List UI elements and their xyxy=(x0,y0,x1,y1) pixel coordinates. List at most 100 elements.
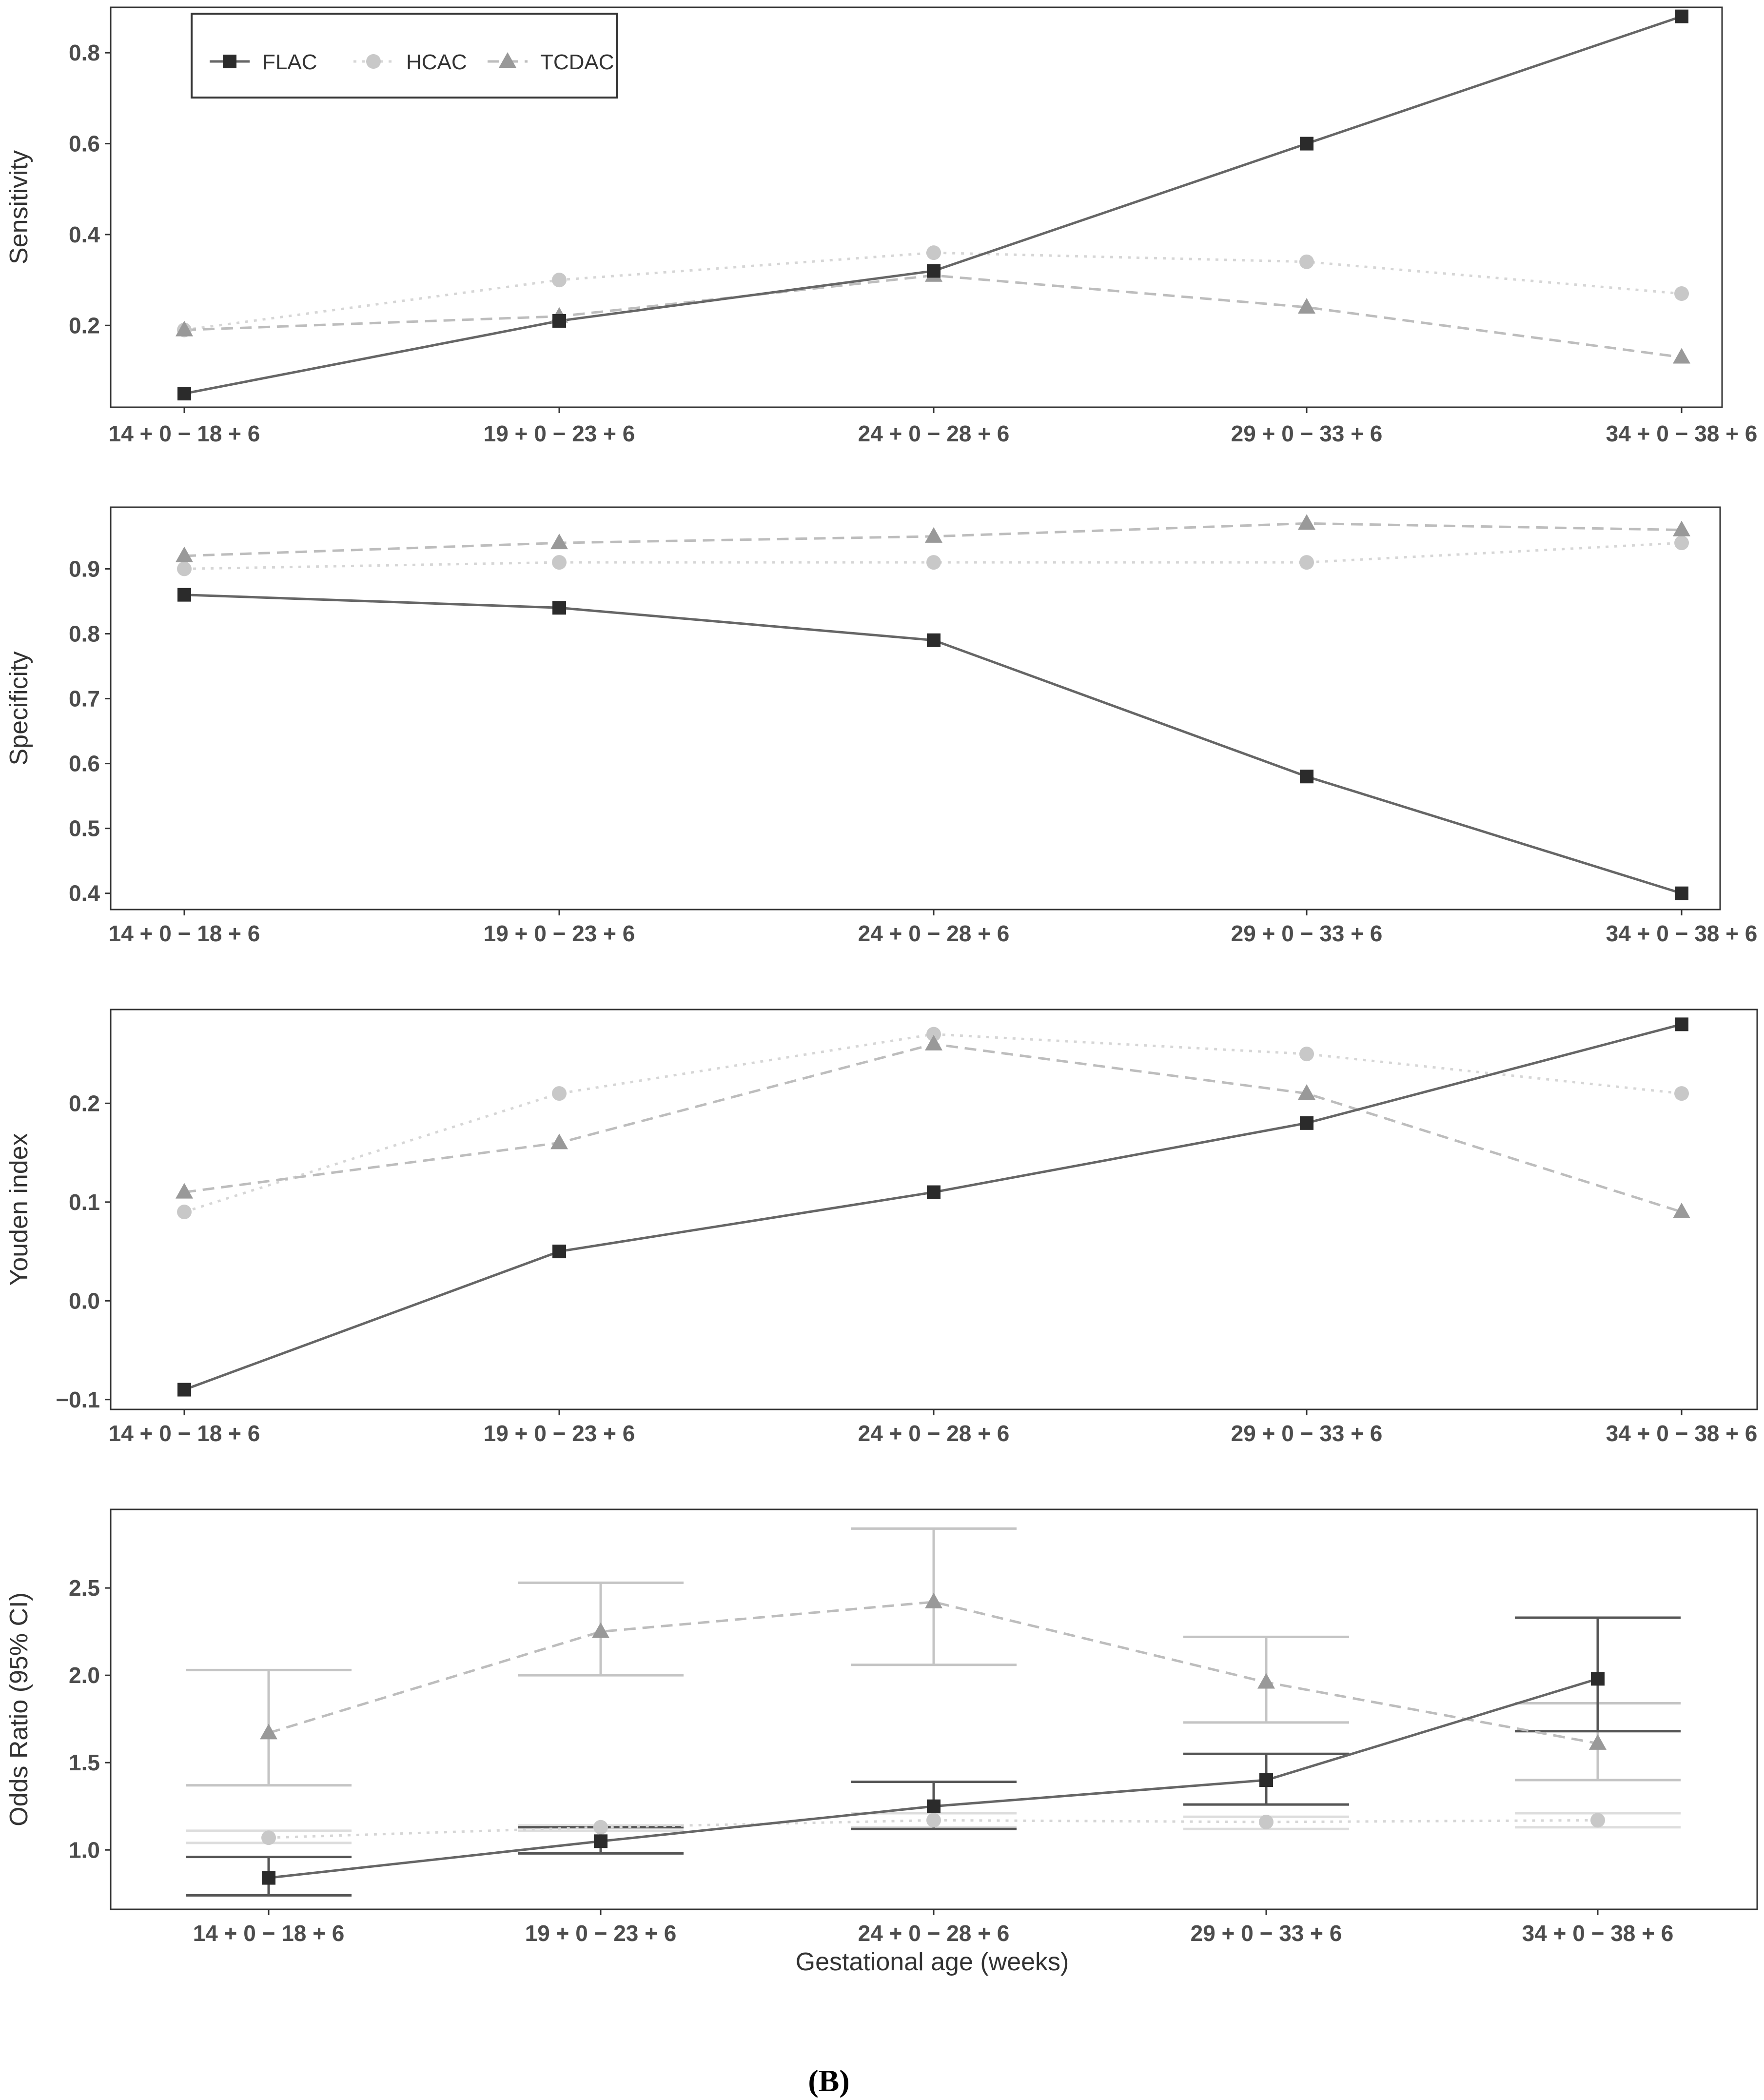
x-tick-label: 19 + 0 − 23 + 6 xyxy=(484,421,635,446)
data-point-hcac xyxy=(1259,1814,1274,1829)
y-axis-title: Sensitivity xyxy=(5,150,33,264)
data-point-flac xyxy=(1675,1017,1688,1031)
legend-item-flac: FLAC xyxy=(210,50,317,74)
data-point-tcdac xyxy=(1257,1673,1275,1689)
x-tick-label: 34 + 0 − 38 + 6 xyxy=(1522,1921,1674,1946)
data-point-flac xyxy=(1675,9,1688,23)
x-tick-label: 19 + 0 − 23 + 6 xyxy=(484,1421,635,1446)
data-point-tcdac xyxy=(1298,514,1315,530)
legend-box xyxy=(191,13,618,99)
x-tick-label: 29 + 0 − 33 + 6 xyxy=(1231,921,1383,946)
data-point-hcac xyxy=(1674,535,1689,551)
chart-panel-2: 0.4 0.5 0.6 0.7 0.8 0.9 14 + 0 − 18 + 6 19 + 0 … xyxy=(5,506,1757,946)
series-line-hcac xyxy=(268,1819,1598,1839)
data-point-flac xyxy=(1259,1773,1273,1787)
y-tick-label: 0.6 xyxy=(69,751,100,776)
data-point-tcdac xyxy=(176,546,193,562)
y-tick-label: 1.5 xyxy=(69,1750,100,1775)
y-tick-label: −0.1 xyxy=(56,1387,100,1412)
y-tick-label: 0.7 xyxy=(69,686,100,712)
y-tick-label: 0.4 xyxy=(69,881,100,906)
y-tick-label: 0.0 xyxy=(69,1288,100,1313)
y-axis-title: Youden index xyxy=(5,1133,33,1286)
data-point-flac xyxy=(552,601,566,615)
legend-label: FLAC xyxy=(262,50,317,74)
y-tick-label: 0.8 xyxy=(69,621,100,646)
data-point-hcac xyxy=(926,245,941,260)
data-point-hcac xyxy=(1674,1086,1689,1101)
x-tick-label: 24 + 0 − 28 + 6 xyxy=(858,421,1010,446)
data-point-flac xyxy=(177,387,191,401)
legend-marker xyxy=(499,52,516,68)
data-point-hcac xyxy=(552,1086,567,1101)
legend: FLAC HCAC TCDAC xyxy=(191,13,618,99)
data-point-flac xyxy=(552,1245,566,1259)
data-point-hcac xyxy=(1299,254,1314,269)
data-point-hcac xyxy=(177,561,192,576)
x-tick-label: 14 + 0 − 18 + 6 xyxy=(109,1421,260,1446)
x-tick-label: 19 + 0 − 23 + 6 xyxy=(525,1921,677,1946)
legend-label: HCAC xyxy=(406,50,467,74)
legend-marker xyxy=(366,54,381,69)
data-point-flac xyxy=(1675,886,1688,900)
x-tick-label: 14 + 0 − 18 + 6 xyxy=(193,1921,345,1946)
x-tick-label: 29 + 0 − 33 + 6 xyxy=(1231,421,1383,446)
y-tick-label: 0.4 xyxy=(69,222,100,247)
data-point-tcdac xyxy=(592,1622,609,1638)
y-tick-label: 0.8 xyxy=(69,40,100,65)
chart-panels: 0.2 0.4 0.6 0.8 14 + 0 − 18 + 6 19 + 0 − 23 +… xyxy=(5,6,1758,1946)
data-point-hcac xyxy=(1299,555,1314,570)
x-tick-label: 29 + 0 − 33 + 6 xyxy=(1231,1421,1383,1446)
data-point-flac xyxy=(552,314,566,328)
x-tick-label: 29 + 0 − 33 + 6 xyxy=(1191,1921,1342,1946)
data-point-tcdac xyxy=(176,320,193,337)
y-axis-title: Specificity xyxy=(5,651,33,765)
x-tick-label: 34 + 0 − 38 + 6 xyxy=(1606,421,1758,446)
data-point-hcac xyxy=(552,273,567,288)
x-tick-label: 24 + 0 − 28 + 6 xyxy=(858,1421,1010,1446)
data-point-tcdac xyxy=(1673,348,1690,364)
x-tick-label: 24 + 0 − 28 + 6 xyxy=(858,1921,1010,1946)
data-point-tcdac xyxy=(550,534,568,550)
data-point-flac xyxy=(594,1834,608,1848)
chart-panel-4: 1.0 1.5 2.0 2.5 14 + 0 − 18 + 6 19 + 0 − 23 +… xyxy=(5,1508,1758,1946)
data-point-tcdac xyxy=(550,1133,568,1149)
data-point-hcac xyxy=(552,555,567,570)
data-point-flac xyxy=(177,588,191,602)
x-tick-label: 14 + 0 − 18 + 6 xyxy=(109,921,260,946)
data-point-hcac xyxy=(926,555,941,570)
data-point-flac xyxy=(927,633,941,647)
data-point-hcac xyxy=(1590,1813,1605,1828)
legend-label: TCDAC xyxy=(540,50,614,74)
data-point-flac xyxy=(1300,1116,1313,1130)
data-point-hcac xyxy=(261,1830,276,1845)
data-point-hcac xyxy=(177,1205,192,1220)
data-point-tcdac xyxy=(925,1592,942,1608)
y-tick-label: 0.2 xyxy=(69,313,100,338)
figure-panel-label: (B) xyxy=(808,2063,849,2098)
data-point-flac xyxy=(262,1871,275,1885)
x-tick-label: 19 + 0 − 23 + 6 xyxy=(484,921,635,946)
data-point-hcac xyxy=(593,1820,608,1835)
data-point-tcdac xyxy=(1673,520,1690,536)
data-point-flac xyxy=(927,264,941,278)
data-point-tcdac xyxy=(925,1034,942,1050)
chart-panel-3: −0.1 0.0 0.1 0.2 14 + 0 − 18 + 6 19 + 0 − 23 … xyxy=(5,1009,1758,1446)
y-tick-label: 0.5 xyxy=(69,816,100,841)
x-tick-label: 34 + 0 − 38 + 6 xyxy=(1606,1421,1758,1446)
data-point-tcdac xyxy=(1589,1734,1607,1750)
data-point-tcdac xyxy=(1298,1084,1315,1100)
data-point-tcdac xyxy=(1673,1203,1690,1219)
y-axis-title: Odds Ratio (95% CI) xyxy=(5,1592,33,1826)
data-point-tcdac xyxy=(925,527,942,543)
panel-frame xyxy=(110,506,1721,911)
data-point-hcac xyxy=(926,1813,941,1828)
data-point-hcac xyxy=(1674,286,1689,301)
y-tick-label: 1.0 xyxy=(69,1837,100,1862)
data-point-flac xyxy=(1591,1672,1605,1686)
data-point-flac xyxy=(177,1383,191,1397)
y-tick-label: 0.1 xyxy=(69,1189,100,1215)
series-line-tcdac xyxy=(268,1601,1598,1745)
y-tick-label: 2.5 xyxy=(69,1575,100,1601)
